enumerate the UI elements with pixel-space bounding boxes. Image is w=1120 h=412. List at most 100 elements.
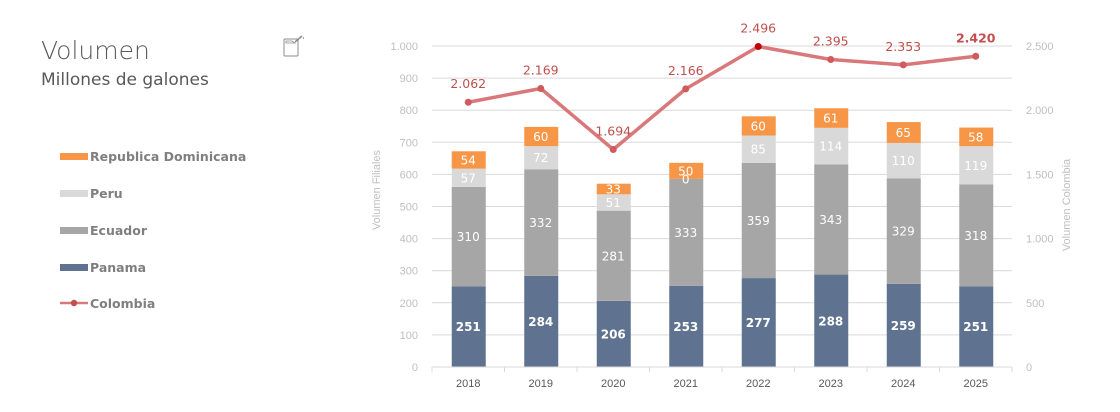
x-tick-label: 2019 xyxy=(529,378,553,390)
bar-segment-republica-dominicana xyxy=(524,126,559,147)
bar-segment-peru xyxy=(451,168,486,187)
colombia-point xyxy=(899,61,907,69)
bar-segment-panama xyxy=(524,275,559,367)
colombia-point xyxy=(754,43,762,51)
y2-tick-label: 0 xyxy=(1026,362,1032,374)
bar-segment-republica-dominicana xyxy=(451,151,486,169)
bar-segment-ecuador xyxy=(959,184,994,287)
bar-data-label: 333 xyxy=(674,226,697,240)
y-axis-title: Volumen Filiales xyxy=(371,149,383,230)
x-tick-label: 2024 xyxy=(891,378,915,390)
chart-subtitle: Millones de galones xyxy=(41,70,209,90)
legend-swatch xyxy=(60,263,88,271)
bar-data-label: 277 xyxy=(746,316,771,330)
bar-data-label: 119 xyxy=(964,159,987,173)
bar-data-label: 60 xyxy=(751,119,766,133)
bar-segment-peru xyxy=(741,135,776,163)
legend-label: Peru xyxy=(90,185,123,201)
bar-data-label: 206 xyxy=(601,327,626,341)
colombia-data-label: 2.353 xyxy=(885,39,921,54)
bar-data-label: 359 xyxy=(747,214,770,228)
x-tick-label: 2020 xyxy=(601,378,625,390)
colombia-data-label: 2.166 xyxy=(668,63,704,78)
bar-data-label: 310 xyxy=(457,230,480,244)
x-tick-label: 2022 xyxy=(746,378,770,390)
bar-segment-ecuador xyxy=(524,169,559,276)
axes: 01002003004005006007008009001.00005001.0… xyxy=(390,41,1053,390)
y-tick-label: 700 xyxy=(400,137,418,149)
legend-swatch xyxy=(60,152,88,160)
y-tick-label: 500 xyxy=(400,202,418,214)
colombia-line-path xyxy=(467,44,976,152)
legend-swatch xyxy=(60,189,88,197)
bar-segment-ecuador xyxy=(669,178,704,286)
x-tick-label: 2023 xyxy=(819,378,843,390)
bar-segment-panama xyxy=(741,278,776,367)
bar-data-label: 288 xyxy=(818,314,843,328)
bar-segment-peru xyxy=(596,194,631,211)
bar-data-label: 0 xyxy=(682,172,690,186)
colombia-point xyxy=(827,55,835,63)
bar-data-label: 332 xyxy=(529,216,552,230)
bar-segment-panama xyxy=(596,300,631,367)
bar-segment-peru xyxy=(524,146,559,170)
x-tick-label: 2021 xyxy=(674,378,698,390)
bar-data-label: 284 xyxy=(528,315,553,329)
bar-segment-ecuador xyxy=(886,178,921,284)
colombia-point xyxy=(537,85,545,93)
bar-segment-panama xyxy=(886,283,921,367)
bar-data-label: 110 xyxy=(892,154,915,168)
y-tick-label: 1.000 xyxy=(390,41,418,53)
bar-segment-republica-dominicana xyxy=(741,116,776,136)
y-tick-label: 0 xyxy=(412,362,418,374)
bar-data-label: 251 xyxy=(456,320,481,334)
bar-data-label: 114 xyxy=(819,140,842,154)
colombia-line: 2.062 2.169 1.694 2.166 2.496 2.395 2.353 2.420 xyxy=(450,21,996,153)
y2-tick-label: 2.000 xyxy=(1026,105,1054,117)
fuel-can-icon xyxy=(283,35,304,57)
legend-label: Colombia xyxy=(90,295,156,311)
x-tick-label: 2025 xyxy=(964,378,988,390)
legend-swatch xyxy=(60,226,88,234)
legend-line-marker xyxy=(60,299,88,307)
y2-axis-title: Volumen Colombia xyxy=(1061,158,1073,251)
chart-title: Volumen xyxy=(41,36,150,65)
bar-data-label: 54 xyxy=(461,153,476,167)
bar-data-label: 72 xyxy=(533,151,548,165)
bar-segment-panama xyxy=(451,286,486,367)
x-tick-label: 2018 xyxy=(456,378,480,390)
colombia-data-label: 2.062 xyxy=(450,76,486,91)
colombia-data-label: 2.496 xyxy=(740,21,776,36)
bar-data-label: 318 xyxy=(964,229,987,243)
bar-data-label: 343 xyxy=(819,213,842,227)
bar-segment-republica-dominicana xyxy=(814,108,849,128)
y-tick-label: 100 xyxy=(400,330,418,342)
bar-data-label: 33 xyxy=(606,183,621,197)
bars xyxy=(451,108,994,367)
colombia-data-label: 2.420 xyxy=(956,30,996,45)
legend-item-peru: Peru xyxy=(60,183,123,203)
bar-data-label: 281 xyxy=(602,249,625,263)
y-tick-label: 300 xyxy=(400,266,418,278)
bar-segment-panama xyxy=(959,286,994,367)
bar-data-label: 58 xyxy=(968,130,983,144)
bar-segment-republica-dominicana xyxy=(596,183,631,195)
bar-data-label: 50 xyxy=(678,164,693,178)
colombia-point xyxy=(609,145,617,153)
legend-item-colombia: Colombia xyxy=(60,293,155,313)
y2-tick-label: 1.500 xyxy=(1026,169,1054,181)
legend-item-republica-dominicana: Republica Dominicana xyxy=(60,146,246,166)
bar-data-label: 65 xyxy=(896,126,911,140)
bar-data-label: 51 xyxy=(606,196,621,210)
y-tick-label: 400 xyxy=(400,234,418,246)
bar-data-label: 251 xyxy=(963,320,988,334)
bar-segment-panama xyxy=(814,274,849,367)
y2-tick-label: 2.500 xyxy=(1026,41,1054,53)
bar-data-label: 329 xyxy=(892,225,915,239)
bar-segment-ecuador xyxy=(596,210,631,301)
bar-segment-republica-dominicana xyxy=(886,122,921,143)
y-tick-label: 600 xyxy=(400,169,418,181)
bar-data-label: 57 xyxy=(461,171,476,185)
y-tick-label: 200 xyxy=(400,298,418,310)
